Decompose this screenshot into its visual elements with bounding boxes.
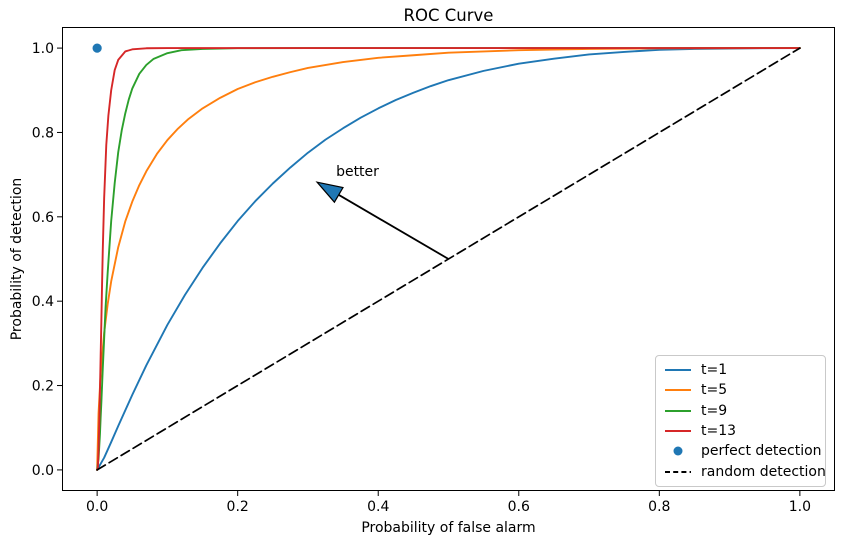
- better-arrow-shaft: [334, 192, 449, 260]
- axes-box: [62, 27, 835, 491]
- series-line-1: [96, 47, 801, 471]
- legend-label: t=1: [701, 362, 728, 379]
- y-tick-label-1: 0.2: [32, 379, 54, 395]
- x-tick-label-0: 0.0: [86, 499, 108, 515]
- y-axis-label: Probability of detection: [9, 177, 25, 341]
- legend-label: t=13: [701, 423, 737, 440]
- legend-label: perfect detection: [701, 443, 822, 460]
- legend-label: t=9: [701, 402, 728, 419]
- x-tick-label-2: 0.4: [367, 499, 389, 515]
- series-line-0: [96, 47, 801, 471]
- legend-item-0: t=1: [664, 360, 817, 380]
- chart-title: ROC Curve: [403, 6, 494, 25]
- legend-item-1: t=5: [664, 380, 817, 400]
- legend-line-swatch: [665, 369, 691, 372]
- legend-marker-swatch: [673, 446, 683, 456]
- legend: t=1 t=5 t=9 t=13 perfect detection random det…: [655, 355, 826, 487]
- series-line-2: [96, 47, 801, 471]
- better-annotation-text: better: [336, 164, 379, 180]
- x-axis-label: Probability of false alarm: [361, 520, 536, 536]
- y-tick-label-4: 0.8: [32, 125, 54, 141]
- y-tick-label-2: 0.4: [32, 294, 54, 310]
- legend-item-5: random detection: [664, 462, 826, 482]
- better-arrow-head: [315, 181, 344, 204]
- y-tick-label-3: 0.6: [32, 210, 54, 226]
- x-tick-label-5: 1.0: [789, 499, 811, 515]
- legend-line-swatch: [665, 470, 691, 473]
- series-marker-4: [92, 43, 102, 53]
- legend-item-2: t=9: [664, 401, 817, 421]
- legend-dot-icon: [673, 446, 683, 456]
- y-tick-label-5: 1.0: [32, 41, 54, 57]
- legend-item-3: t=13: [664, 421, 817, 441]
- legend-label: t=5: [701, 382, 728, 399]
- legend-line-swatch: [665, 409, 691, 412]
- legend-line-swatch: [665, 430, 691, 433]
- x-tick-label-4: 0.8: [648, 499, 670, 515]
- legend-line-swatch: [665, 389, 691, 392]
- legend-item-4: perfect detection: [664, 441, 822, 461]
- x-tick-label-1: 0.2: [227, 499, 249, 515]
- y-tick-label-0: 0.0: [32, 463, 54, 479]
- legend-label: random detection: [701, 463, 826, 480]
- x-tick-label-3: 0.6: [508, 499, 530, 515]
- series-line-3: [96, 47, 801, 471]
